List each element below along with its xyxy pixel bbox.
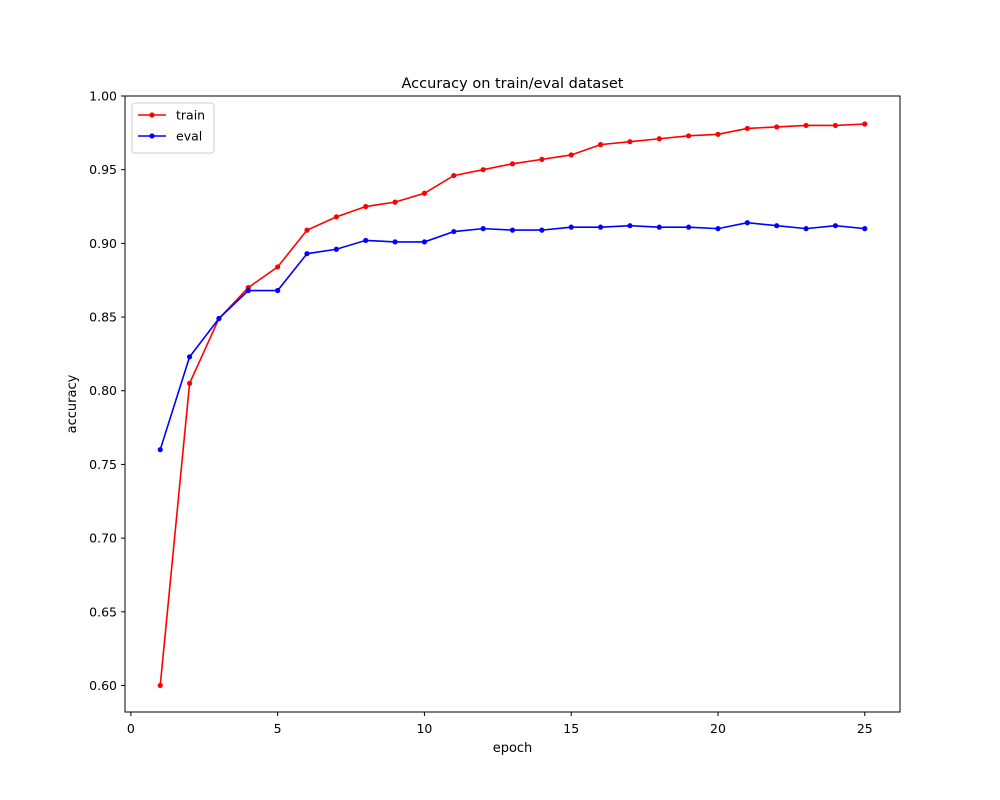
data-point-train bbox=[656, 136, 662, 142]
data-point-train bbox=[333, 214, 339, 220]
series-layer bbox=[157, 121, 868, 689]
legend-marker-eval bbox=[149, 133, 155, 139]
x-tick-label: 5 bbox=[274, 721, 282, 736]
data-point-train bbox=[803, 122, 809, 129]
legend-label-train: train bbox=[176, 108, 205, 123]
data-point-train bbox=[392, 199, 398, 205]
data-point-train bbox=[597, 142, 604, 148]
data-point-eval bbox=[245, 287, 251, 294]
data-point-train bbox=[509, 161, 516, 167]
x-tick-label: 20 bbox=[710, 721, 726, 736]
x-tick-label: 15 bbox=[563, 721, 579, 736]
data-point-train bbox=[744, 125, 750, 132]
data-point-train bbox=[774, 124, 780, 130]
y-tick-label: 0.70 bbox=[89, 531, 117, 546]
x-axis-label: epoch bbox=[493, 741, 533, 756]
series-line-eval bbox=[159, 221, 865, 450]
y-tick-label: 0.85 bbox=[89, 310, 117, 325]
data-point-train bbox=[304, 227, 310, 233]
data-point-eval bbox=[803, 226, 809, 232]
data-point-eval bbox=[715, 226, 721, 232]
y-tick-label: 1.00 bbox=[89, 89, 117, 104]
x-tick-label: 0 bbox=[127, 721, 135, 736]
y-tick-label: 0.75 bbox=[89, 457, 117, 472]
axes-frame bbox=[124, 95, 901, 713]
data-point-eval bbox=[480, 226, 486, 232]
data-point-train bbox=[157, 682, 163, 689]
data-point-eval bbox=[832, 223, 839, 229]
legend-label-eval: eval bbox=[176, 129, 202, 144]
data-point-eval bbox=[627, 223, 633, 229]
data-point-train bbox=[715, 131, 721, 137]
x-tick-label: 10 bbox=[416, 721, 432, 736]
y-tick-label: 0.80 bbox=[89, 383, 117, 398]
chart-title: Accuracy on train/eval dataset bbox=[402, 76, 624, 92]
data-point-eval bbox=[304, 251, 310, 257]
data-point-eval bbox=[451, 228, 457, 235]
data-point-train bbox=[627, 139, 633, 145]
x-axis-ticks: 0 5 10 15 20 25 bbox=[127, 712, 873, 736]
y-tick-label: 0.65 bbox=[89, 604, 117, 619]
data-point-eval bbox=[744, 220, 750, 226]
series-eval bbox=[157, 220, 868, 453]
data-point-eval bbox=[157, 447, 163, 453]
data-point-train bbox=[421, 190, 428, 196]
series-line-train bbox=[159, 123, 865, 686]
data-point-train bbox=[568, 152, 574, 158]
data-point-eval bbox=[275, 287, 281, 294]
data-point-train bbox=[832, 122, 839, 129]
data-point-train bbox=[275, 264, 281, 270]
data-point-train bbox=[480, 167, 486, 173]
data-point-eval bbox=[216, 315, 222, 322]
data-point-eval bbox=[421, 239, 428, 245]
y-tick-label: 0.90 bbox=[89, 236, 117, 251]
data-point-eval bbox=[539, 227, 545, 233]
data-point-eval bbox=[656, 224, 662, 230]
x-tick-label: 25 bbox=[857, 721, 873, 736]
data-point-train bbox=[451, 172, 457, 179]
data-point-train bbox=[862, 121, 868, 127]
data-point-eval bbox=[568, 224, 574, 230]
data-point-eval bbox=[686, 224, 692, 230]
y-tick-label: 0.95 bbox=[89, 162, 117, 177]
data-point-eval bbox=[392, 239, 398, 245]
y-axis-label: accuracy bbox=[65, 374, 80, 433]
data-point-eval bbox=[597, 224, 604, 230]
data-point-eval bbox=[333, 246, 339, 252]
data-point-eval bbox=[186, 354, 193, 360]
y-axis-ticks: 0.60 0.65 0.70 0.75 0.80 0.85 0.90 0.95 1.00 bbox=[89, 89, 125, 693]
data-point-eval bbox=[363, 237, 369, 244]
data-point-eval bbox=[774, 223, 780, 229]
data-point-eval bbox=[862, 226, 868, 232]
data-point-eval bbox=[509, 227, 516, 233]
data-point-train bbox=[363, 203, 369, 210]
data-point-train bbox=[186, 380, 193, 386]
y-tick-label: 0.60 bbox=[89, 678, 117, 693]
data-point-train bbox=[686, 133, 692, 139]
series-train bbox=[157, 121, 868, 689]
legend: train eval bbox=[131, 102, 215, 154]
legend-marker-train bbox=[149, 112, 155, 118]
data-point-train bbox=[539, 156, 545, 162]
